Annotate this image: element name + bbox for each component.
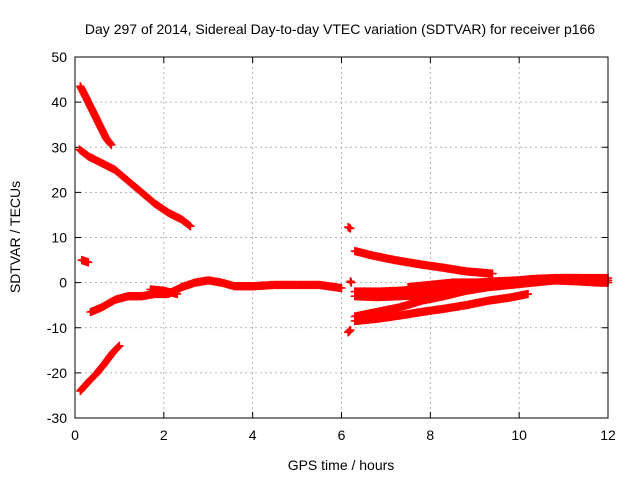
x-tick-label: 8 xyxy=(426,427,434,443)
data-points xyxy=(102,348,118,365)
plot-frame xyxy=(74,56,609,419)
data-points xyxy=(84,368,102,386)
data-points xyxy=(462,267,497,278)
data-points xyxy=(160,286,182,299)
data-points xyxy=(85,152,106,168)
x-tick-label: 4 xyxy=(249,427,257,443)
data-points xyxy=(178,216,195,231)
x-tick-label: 10 xyxy=(511,427,527,443)
series-layer xyxy=(75,82,613,396)
data-points xyxy=(151,200,173,217)
y-tick-label: 40 xyxy=(51,94,67,110)
y-tick-label: 20 xyxy=(51,184,67,200)
series-7 xyxy=(343,222,355,233)
series-9 xyxy=(346,277,356,287)
data-points xyxy=(125,177,146,197)
data-points xyxy=(102,134,116,150)
x-tick-label: 0 xyxy=(71,427,79,443)
data-points xyxy=(369,251,400,265)
data-points xyxy=(93,357,111,377)
y-tick-label: 10 xyxy=(51,230,67,246)
series-14 xyxy=(350,289,533,326)
series-5 xyxy=(86,276,346,317)
data-points xyxy=(76,377,93,396)
data-points xyxy=(146,285,169,295)
data-points xyxy=(89,108,104,129)
data-points xyxy=(86,303,106,317)
y-tick-label: -30 xyxy=(47,410,67,426)
y-tick-label: 0 xyxy=(59,275,67,291)
y-tick-label: -10 xyxy=(47,320,67,336)
data-points xyxy=(485,293,515,305)
x-tick-label: 2 xyxy=(160,427,168,443)
data-points xyxy=(507,289,533,302)
series-4 xyxy=(76,341,124,396)
data-points xyxy=(391,256,426,269)
data-points xyxy=(440,263,471,276)
y-tick-label: -20 xyxy=(47,365,67,381)
series-6 xyxy=(146,285,182,299)
data-points xyxy=(98,159,120,175)
data-points xyxy=(111,166,133,186)
series-3 xyxy=(77,255,93,267)
data-points xyxy=(76,82,91,102)
data-points xyxy=(418,304,448,317)
data-points xyxy=(82,94,98,116)
y-tick-label: 50 xyxy=(51,49,67,65)
data-points xyxy=(77,255,93,267)
x-tick-label: 12 xyxy=(600,427,616,443)
data-points xyxy=(582,273,613,283)
y-tick-label: 30 xyxy=(51,139,67,155)
data-points xyxy=(95,121,111,143)
data-points xyxy=(350,246,377,260)
series-15 xyxy=(403,273,613,292)
data-points xyxy=(440,300,471,313)
x-axis-title: GPS time / hours xyxy=(288,457,395,473)
series-10 xyxy=(350,246,497,278)
data-points xyxy=(418,260,448,272)
data-points xyxy=(138,188,160,208)
data-points xyxy=(343,222,355,233)
data-points xyxy=(343,325,355,337)
grid xyxy=(75,57,608,418)
y-axis-title: SDTVAR / TECUs xyxy=(7,181,23,293)
data-points xyxy=(98,295,120,311)
series-2 xyxy=(75,145,195,231)
series-8 xyxy=(343,325,355,337)
data-points xyxy=(462,296,493,310)
series-1 xyxy=(76,82,116,150)
data-points xyxy=(346,277,356,287)
ticks: 0 2 4 6 8 10 12 -30 -20 -10 0 10 20 30 40 50 xyxy=(47,49,616,443)
chart-title: Day 297 of 2014, Sidereal Day-to-day VTE… xyxy=(85,21,595,37)
data-points xyxy=(316,280,346,293)
x-tick-label: 6 xyxy=(338,427,346,443)
data-points xyxy=(109,341,124,356)
data-points xyxy=(165,209,186,224)
